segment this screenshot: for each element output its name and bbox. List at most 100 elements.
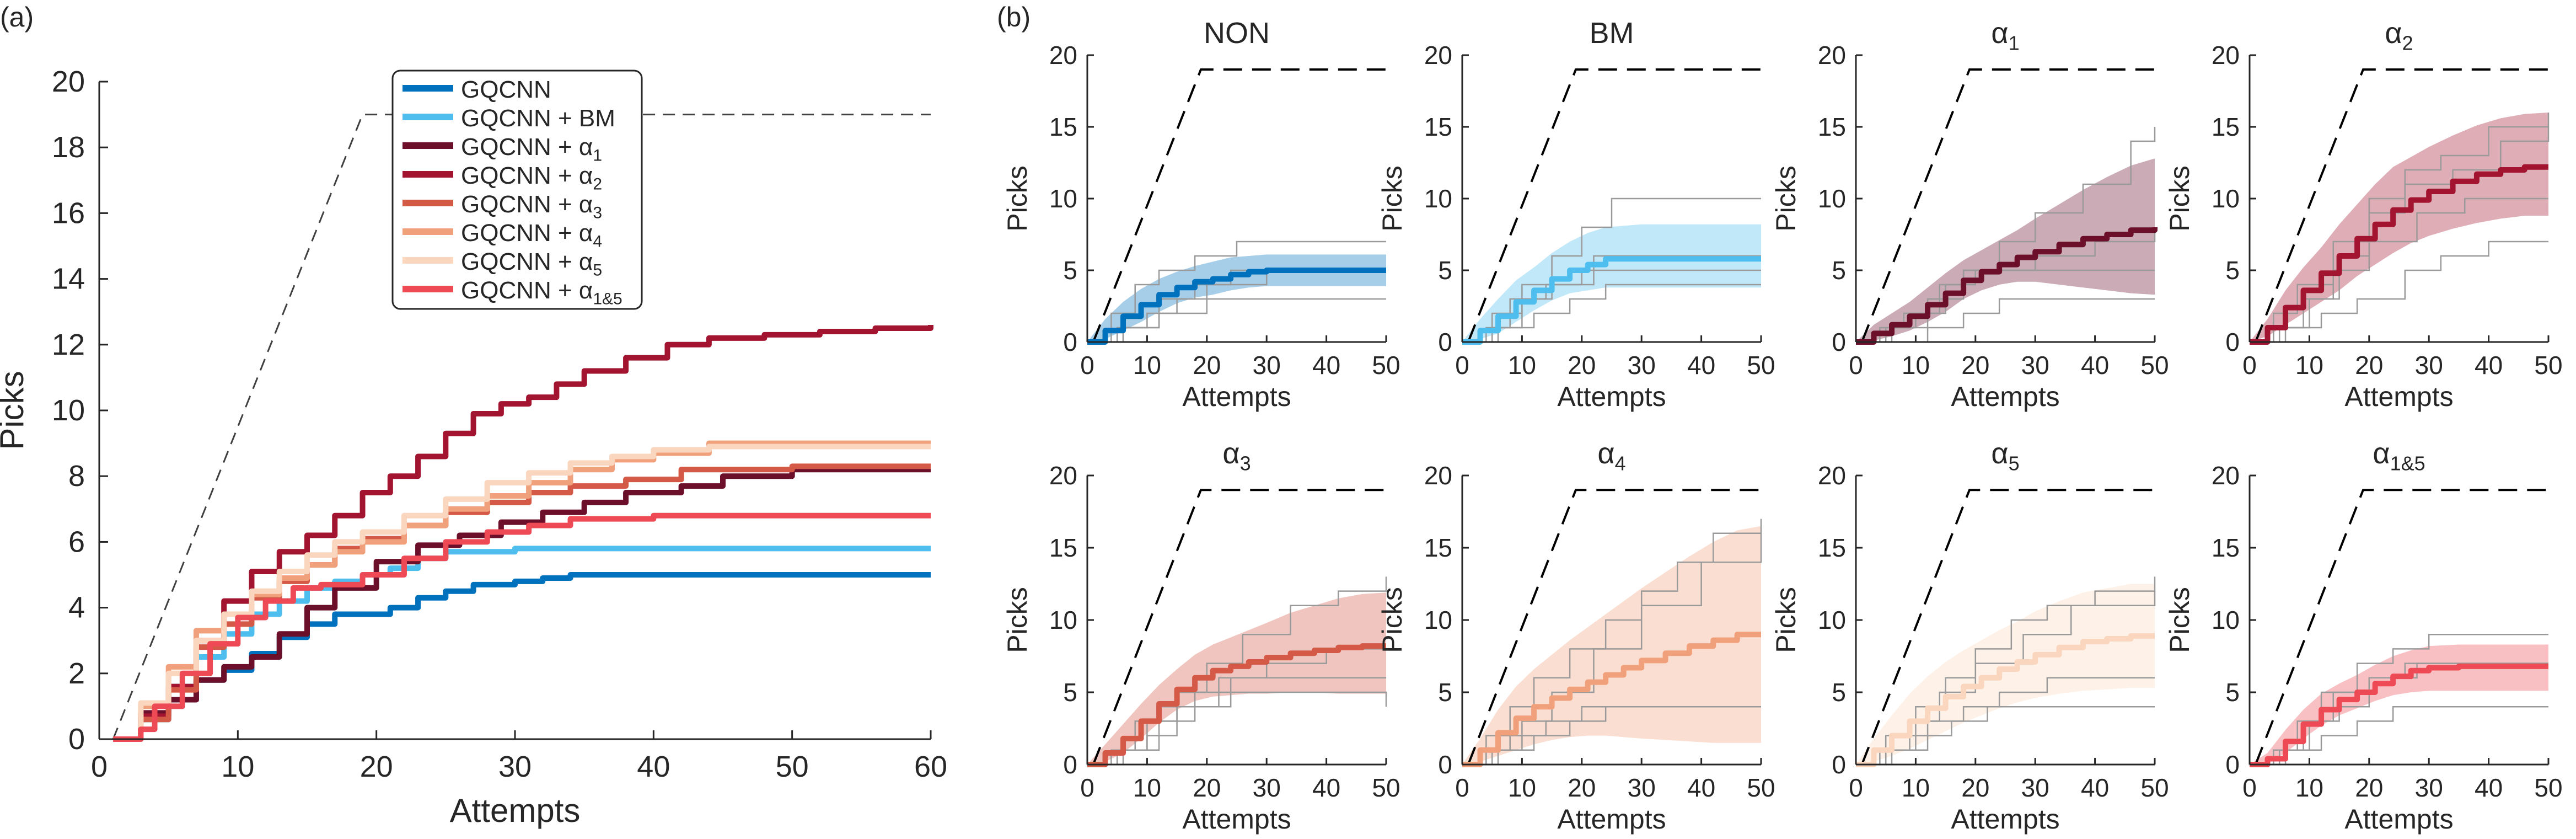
series-line-a2 [113, 325, 933, 742]
y-tick-label: 14 [52, 263, 85, 296]
y-tick-label: 20 [2212, 461, 2240, 490]
x-tick-label: 0 [1849, 351, 1863, 380]
ideal-dashed-line [1467, 489, 1761, 765]
y-tick-label: 20 [1049, 41, 1077, 70]
y-tick-label: 4 [68, 591, 85, 624]
x-tick-label: 50 [776, 750, 809, 783]
x-tick-label: 0 [91, 750, 108, 783]
y-axis-label: Picks [2164, 587, 2195, 653]
y-tick-label: 5 [1832, 678, 1846, 707]
legend-box [391, 70, 643, 310]
y-tick-label: 20 [52, 65, 85, 98]
y-tick-label: 5 [1438, 256, 1452, 285]
y-tick-label: 18 [52, 131, 85, 164]
x-tick-label: 20 [1568, 773, 1596, 802]
x-tick-label: 0 [2242, 773, 2257, 802]
legend-entry: GQCNN + BM [461, 105, 615, 132]
x-axis-label: Attempts [1557, 804, 1666, 835]
legend-entry: GQCNN + α5 [461, 248, 602, 280]
mean-line [1856, 227, 2158, 345]
y-tick-label: 5 [1063, 678, 1077, 707]
x-axis-label: Attempts [1557, 381, 1666, 412]
x-tick-label: 0 [2242, 351, 2257, 380]
series-line-a1 [113, 467, 931, 742]
panel-label-a: (a) [0, 2, 34, 33]
y-tick-label: 16 [52, 196, 85, 229]
trial-line [1462, 197, 1761, 343]
x-tick-label: 50 [1747, 773, 1775, 802]
confidence-band [1856, 158, 2155, 342]
subplot-title: NON [1204, 17, 1270, 50]
y-tick-label: 10 [1049, 184, 1077, 213]
x-tick-label: 20 [2355, 773, 2383, 802]
y-tick-label: 15 [1818, 113, 1846, 141]
y-tick-label: 10 [52, 394, 85, 427]
legend-entry: GQCNN + α4 [461, 220, 602, 251]
trial-line [1462, 255, 1761, 343]
x-axis-label: Attempts [1182, 804, 1291, 835]
y-tick-label: 0 [1832, 328, 1846, 356]
x-tick-label: 0 [1455, 351, 1469, 380]
legend-entry: GQCNN [461, 76, 551, 103]
trial-line [2250, 113, 2550, 343]
x-tick-label: 20 [1961, 351, 1989, 380]
x-tick-label: 40 [2081, 773, 2109, 802]
x-tick-label: 30 [1253, 351, 1281, 380]
x-tick-label: 30 [1628, 351, 1656, 380]
x-tick-label: 10 [1902, 351, 1930, 380]
x-tick-label: 20 [1568, 351, 1596, 380]
mean-line [1856, 633, 2155, 767]
x-tick-label: 20 [1193, 351, 1221, 380]
x-tick-label: 40 [2475, 351, 2503, 380]
x-tick-label: 30 [1628, 773, 1656, 802]
confidence-band [1087, 592, 1386, 765]
x-tick-label: 10 [1508, 351, 1536, 380]
x-axis-label: Attempts [2344, 381, 2453, 412]
y-tick-label: 15 [1818, 533, 1846, 562]
y-axis-label: Picks [0, 371, 30, 450]
series-line-a4 [113, 440, 931, 742]
confidence-band [1856, 584, 2155, 765]
y-axis-label: Picks [2164, 165, 2195, 231]
y-tick-label: 20 [2212, 41, 2240, 70]
ideal-dashed-line [1092, 68, 1386, 343]
y-tick-label: 15 [1424, 533, 1452, 562]
y-tick-label: 10 [2212, 184, 2240, 213]
y-axis-label: Picks [1770, 587, 1801, 653]
mean-line [1462, 256, 1761, 345]
x-tick-label: 40 [1312, 773, 1340, 802]
x-tick-label: 60 [914, 750, 947, 783]
subplot-title: α1&5 [2373, 437, 2425, 475]
x-tick-label: 50 [2140, 351, 2169, 380]
y-tick-label: 20 [1049, 461, 1077, 490]
panel-a-chart: 0 10 20 30 40 50 60 0 2 4 6 8 10 12 14 16 18 20 Attempts Pi… [0, 65, 947, 829]
x-tick-label: 10 [221, 750, 254, 783]
x-tick-label: 20 [1961, 773, 1989, 802]
trial-line [1856, 706, 2155, 766]
mean-line [2250, 164, 2548, 345]
y-tick-label: 0 [68, 723, 85, 756]
y-tick-label: 0 [1832, 750, 1846, 779]
x-tick-label: 30 [2021, 773, 2049, 802]
x-tick-label: 30 [2415, 773, 2443, 802]
y-axis-label: Picks [1002, 587, 1033, 653]
x-tick-label: 20 [360, 750, 393, 783]
subplot-title: BM [1590, 17, 1634, 50]
x-tick-label: 20 [2355, 351, 2383, 380]
legend-entry: GQCNN + α1 [461, 133, 602, 165]
x-tick-label: 0 [1849, 773, 1863, 802]
y-axis-label: Picks [1770, 165, 1801, 231]
y-tick-label: 0 [2225, 328, 2240, 356]
subplot-title: α5 [1991, 437, 2019, 475]
x-tick-label: 50 [1372, 773, 1400, 802]
trial-line [2250, 662, 2548, 766]
x-tick-label: 10 [1508, 773, 1536, 802]
mean-line [1087, 643, 1386, 767]
